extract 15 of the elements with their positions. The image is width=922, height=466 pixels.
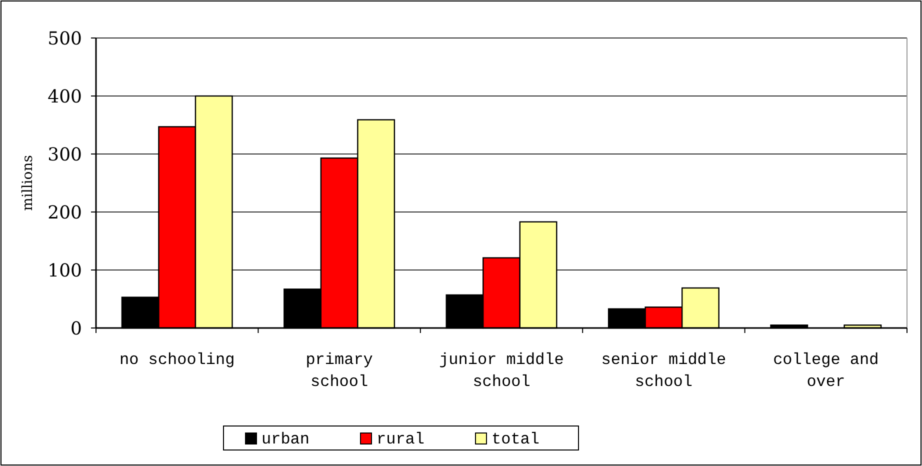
y-axis-title: millions	[20, 155, 36, 211]
x-tick-label: no schooling	[119, 351, 235, 369]
x-tick-label: college and over	[773, 351, 879, 391]
x-tick-label: junior middle school	[439, 351, 564, 391]
y-tick-label: 200	[48, 202, 82, 224]
y-tick-label: 500	[48, 28, 82, 50]
legend-label: total	[492, 430, 540, 449]
y-tick-label: 100	[48, 260, 82, 282]
legend-label: rural	[376, 430, 425, 449]
x-tick-label: senior middle school	[601, 351, 726, 391]
x-tick-label: primary school	[306, 351, 374, 391]
y-tick-label: 0	[70, 318, 82, 340]
y-tick-label: 300	[48, 144, 82, 166]
legend-label: urban	[262, 430, 310, 449]
y-tick-label: 400	[48, 86, 82, 108]
